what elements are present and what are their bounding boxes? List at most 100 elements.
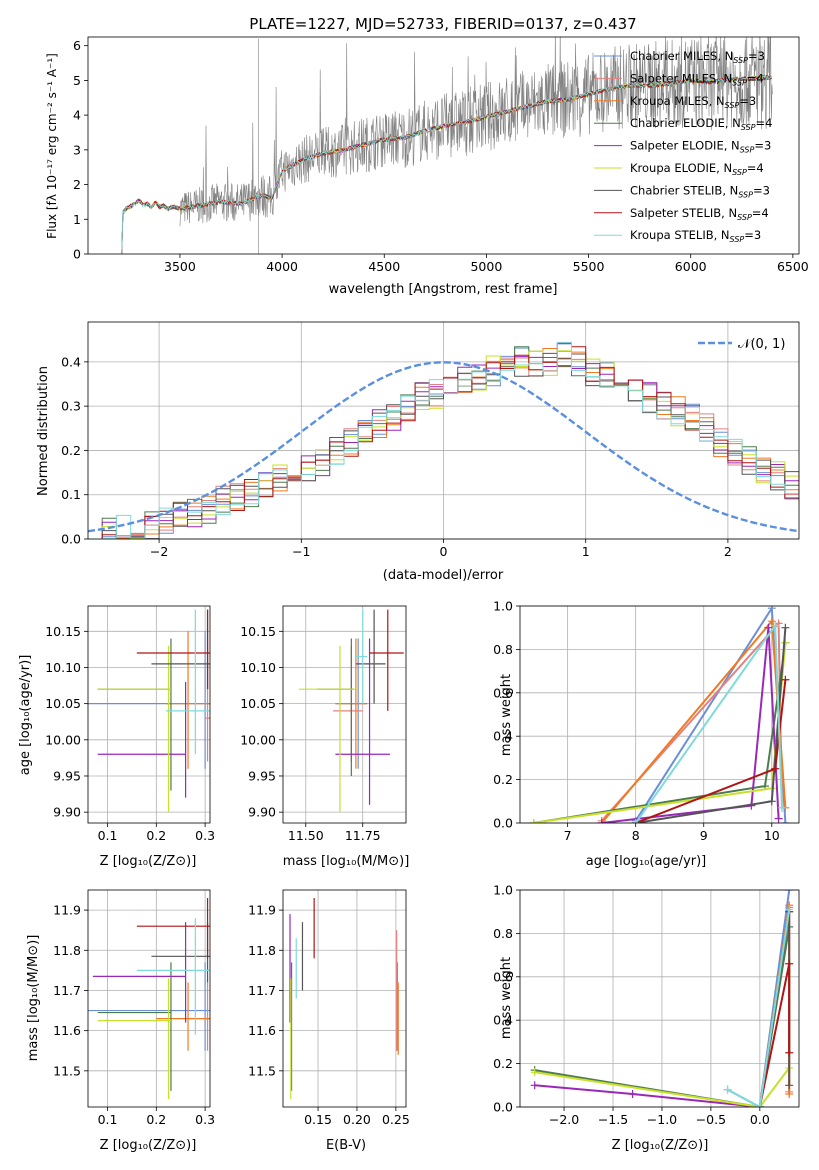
residuals-x-axis-label: (data-model)/error [383,568,504,583]
residuals-panel: −2 −1 0 1 2 0.0 0.1 0.2 0.3 0.4 (data-model)/erro… [36,321,800,583]
legend-entry-kroupa_stelib: Kroupa STELIB, NSSP=3 [630,228,761,244]
age-vs-metallicity-x-label: Z [log₁₀(Z/Z⊙)] [100,854,197,869]
mass-vs-metallicity-panel: 0.1 0.2 0.3 11.5 11.6 11.7 11.8 11.9 Z [log₁₀(Z… [26,889,215,1153]
mass_vs_Z-y-tick-label: 11.5 [53,1063,81,1078]
mass_vs_ebv-y-tick-label: 11.9 [248,903,276,918]
mass_vs_ebv-frame [282,889,407,1108]
spectrum-plot-area [121,37,773,254]
weight-marker-kroupa_stelib [785,905,794,914]
mass_vs_ebv-y-tick-label: 11.8 [248,943,276,958]
spectrum-y-tick-label: 5 [73,73,81,88]
weight-marker-chabrier_stelib [785,1081,794,1090]
mass_vs_Z-x-tick-label: 0.2 [146,1112,166,1127]
residuals-y-tick-label: 0.1 [61,487,81,502]
legend-entry-chabrier_stelib: Chabrier STELIB, NSSP=3 [630,183,770,199]
residuals-legend-label: 𝒩(0, 1) [738,337,785,352]
mass_vs_ebv-y-tick-label: 11.5 [248,1063,276,1078]
weight-marker-kroupa_elodie [529,819,538,823]
weight_vs_Z-y-tick-label: 0.6 [493,969,513,984]
weight-line-kroupa_stelib [727,909,791,1107]
mass_vs_ebv-plot-area [289,898,399,1099]
age_vs_Z-y-tick-label: 10.10 [45,660,81,675]
weight_vs_age-y-tick-label: 0.4 [493,729,513,744]
spectrum-x-tick-label: 5500 [573,259,605,274]
weight_vs_age-y-tick-label: 0.0 [493,816,513,831]
spectrum-y-tick-label: 3 [73,142,81,157]
age_vs_mass-y-tick-label: 10.10 [240,660,276,675]
weight_vs_age-y-tick-label: 0.6 [493,685,513,700]
weight-marker-salpeter_stelib [785,1048,794,1057]
spectrum-y-tick-label: 1 [73,212,81,227]
mass_vs_Z-frame [87,889,211,1108]
weight_vs_Z-y-tick-label: 0.2 [493,1056,513,1071]
weight-marker-kroupa_elodie [530,1068,539,1077]
mass_vs_ebv-y-tick-label: 11.7 [248,983,276,998]
weight_vs_age-x-tick-label: 7 [564,828,572,843]
residuals-x-tick-label: 2 [724,544,732,559]
weight_vs_Z-plot-area [530,890,794,1107]
mass_vs_Z-x-tick-label: 0.1 [98,1112,118,1127]
residuals-x-tick-label: 0 [440,544,448,559]
spectrum-x-axis-label: wavelength [Angstrom, rest frame] [329,282,558,297]
age_vs_mass-x-tick-label: 11.75 [345,828,381,843]
weight_vs_Z-x-tick-label: −1.0 [647,1112,677,1127]
mass_vs_Z-x-tick-label: 0.3 [195,1112,215,1127]
weight_vs_Z-y-tick-label: 0.0 [493,1100,513,1115]
mass_vs_Z-y-tick-label: 11.8 [53,943,81,958]
weight-vs-age-y-label: mass weight [499,674,514,756]
weight_vs_Z-y-tick-label: 0.8 [493,926,513,941]
mass-vs-metallicity-x-label: Z [log₁₀(Z/Z⊙)] [100,1138,197,1153]
residuals-y-tick-label: 0.3 [61,399,81,414]
legend-entry-salpeter_stelib: Salpeter STELIB, NSSP=4 [630,206,769,222]
weight_vs_Z-x-tick-label: −1.5 [598,1112,628,1127]
weight_vs_age-x-tick-label: 9 [700,828,708,843]
weight_vs_age-x-tick-label: 10 [764,828,780,843]
spectrum-y-tick-label: 2 [73,177,81,192]
histogram-salpeter_stelib [88,346,799,539]
legend-entry-kroupa_elodie: Kroupa ELODIE, NSSP=4 [630,161,764,177]
age_vs_Z-y-tick-label: 10.00 [45,732,81,747]
weight-marker-salpeter_stelib [785,959,794,968]
weight-vs-metallicity-y-label: mass weight [499,957,514,1039]
spectrum-y-tick-label: 0 [73,247,81,262]
residuals-x-tick-label: −2 [150,544,168,559]
weight_vs_age-frame [519,605,800,824]
weight_vs_age-y-tick-label: 1.0 [493,599,513,614]
age_vs_mass-x-tick-label: 11.50 [288,828,324,843]
age_vs_mass-y-tick-label: 10.05 [240,696,276,711]
weight-line-salpeter_elodie [601,627,780,823]
age_vs_Z-y-tick-label: 9.95 [53,768,81,783]
weight-marker-salpeter_elodie [530,1081,539,1090]
spectrum-title: PLATE=1227, MJD=52733, FIBERID=0137, z=0… [249,15,636,33]
residuals-frame [87,321,800,540]
weight-marker-kroupa_stelib [771,621,780,630]
mass_vs_ebv-y-tick-label: 11.6 [248,1023,276,1038]
weight-marker-kroupa_miles [767,617,776,626]
legend-entry-salpeter_miles: Salpeter MILES, NSSP=4 [630,71,764,87]
age_vs_Z-x-tick-label: 0.2 [146,828,166,843]
residuals-plot-area [88,341,799,539]
mass-vs-ebv-panel: 0.15 0.20 0.25 11.5 11.6 11.7 11.8 11.9 E(B-V) [248,889,410,1153]
legend-entry-chabrier_miles: Chabrier MILES, NSSP=3 [630,49,765,65]
weight_vs_age-plot-area [529,606,790,823]
weight-vs-metallicity-panel: −2.0 −1.5 −1.0 −0.5 0.0 0.0 0.2 0.4 0.6 0.8 1.0 Z … [493,883,800,1153]
age_vs_Z-x-tick-label: 0.1 [98,828,118,843]
age_vs_Z-frame [87,605,211,824]
mass_vs_Z-plot-area [88,898,210,1099]
weight_vs_age-y-tick-label: 0.8 [493,642,513,657]
mass_vs_ebv-x-tick-label: 0.20 [343,1112,371,1127]
mass_vs_Z-y-tick-label: 11.7 [53,983,81,998]
legend-entry-salpeter_elodie: Salpeter ELODIE, NSSP=3 [630,139,771,155]
residuals-x-tick-label: −1 [292,544,310,559]
legend-entry-kroupa_miles: Kroupa MILES, NSSP=3 [630,94,756,110]
age_vs_mass-y-tick-label: 9.95 [248,768,276,783]
age_vs_mass-frame [282,605,407,824]
spectrum-y-tick-label: 4 [73,108,81,123]
mass_vs_ebv-x-tick-label: 0.25 [382,1112,410,1127]
weight-marker-salpeter_stelib [771,764,780,773]
histogram-kroupa_stelib [88,341,799,539]
residuals-x-tick-label: 1 [582,544,590,559]
age_vs_mass-y-tick-label: 9.90 [248,805,276,820]
spectrum-x-tick-label: 5000 [470,259,502,274]
